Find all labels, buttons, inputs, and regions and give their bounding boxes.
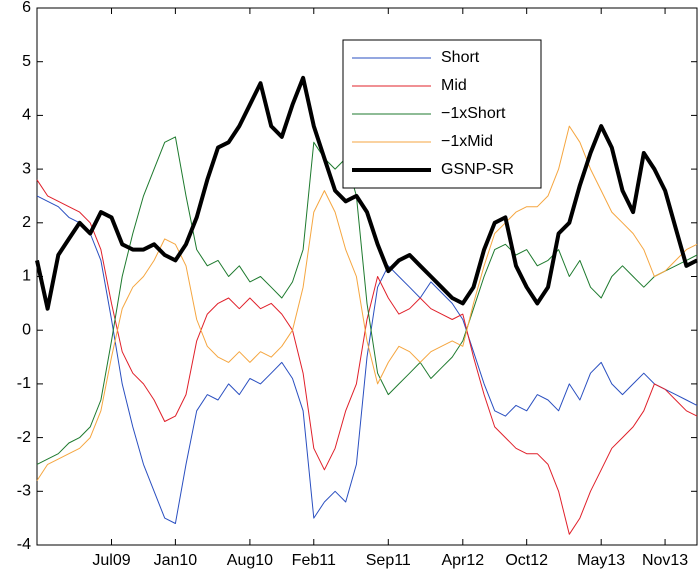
y-tick-label: -3 — [17, 483, 31, 500]
x-tick-label: Feb11 — [292, 552, 336, 569]
y-tick-label: 6 — [22, 0, 31, 16]
x-tick-label: Oct12 — [505, 552, 548, 569]
series-line — [36, 136, 698, 465]
legend-label: GSNP-SR — [441, 161, 514, 178]
series-line — [36, 195, 698, 524]
legend-label: −1xShort — [441, 105, 506, 122]
y-tick-label: 0 — [22, 321, 31, 338]
y-tick-label: -1 — [17, 375, 31, 392]
x-tick-label: Nov13 — [642, 552, 688, 569]
y-tick-label: -4 — [17, 536, 31, 553]
x-tick-label: Jan10 — [154, 552, 198, 569]
x-tick-label: Sep11 — [366, 552, 411, 569]
y-tick-label: 5 — [22, 53, 31, 70]
x-tick-label: May13 — [577, 552, 625, 569]
legend-label: Short — [441, 49, 480, 66]
legend-label: −1xMid — [441, 133, 493, 150]
y-tick-label: 2 — [22, 214, 31, 231]
x-tick-label: Jul09 — [92, 552, 130, 569]
series-line — [35, 75, 698, 311]
y-tick-label: -2 — [17, 429, 31, 446]
legend-label: Mid — [441, 77, 467, 94]
y-tick-label: 1 — [22, 268, 31, 285]
x-tick-label: Aug10 — [227, 552, 273, 569]
series-line — [36, 179, 698, 535]
x-tick-label: Apr12 — [441, 552, 484, 569]
y-tick-label: 4 — [22, 107, 31, 124]
y-tick-label: 3 — [22, 160, 31, 177]
